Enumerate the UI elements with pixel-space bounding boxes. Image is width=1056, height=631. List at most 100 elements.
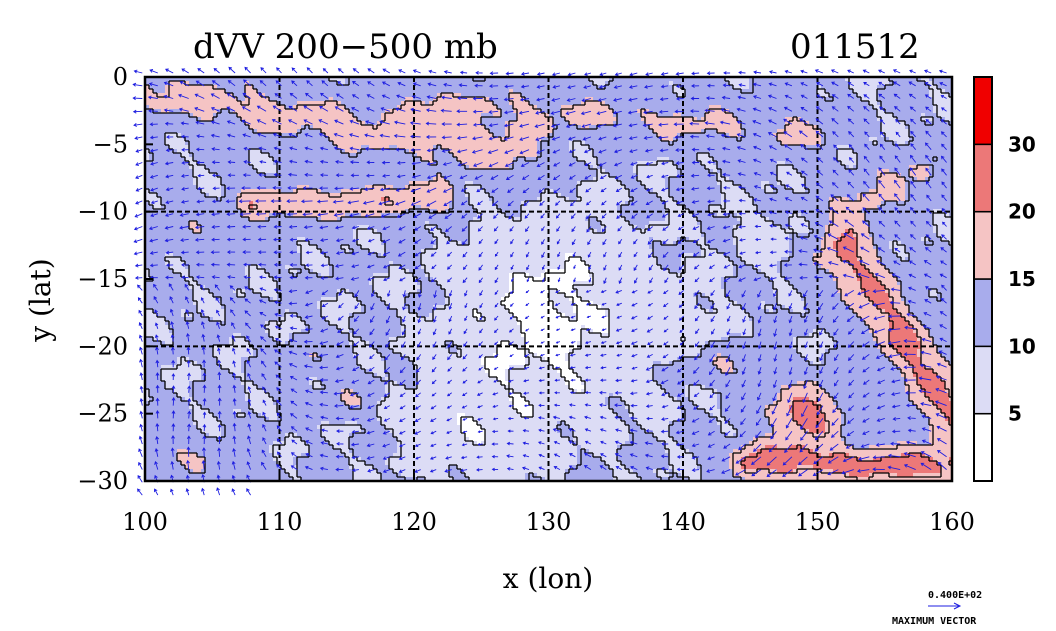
field-cell [857, 161, 862, 166]
field-cell [189, 117, 194, 122]
field-cell [873, 121, 878, 126]
field-cell [325, 157, 330, 162]
field-cell [489, 105, 494, 110]
field-cell [861, 161, 866, 166]
field-cell [161, 157, 166, 162]
field-cell [301, 129, 306, 134]
field-cell [309, 153, 314, 158]
field-cell [669, 121, 674, 126]
field-cell [525, 105, 530, 110]
field-cell [741, 137, 746, 142]
field-cell [749, 169, 754, 174]
field-cell [913, 129, 918, 134]
chart-title: dVV 200−500 mb [193, 27, 498, 67]
field-cell [889, 129, 894, 134]
field-cell [205, 97, 210, 102]
field-cell [701, 141, 706, 146]
field-cell [497, 145, 502, 150]
field-cell [565, 129, 570, 134]
field-cell [397, 141, 402, 146]
field-cell [645, 101, 650, 106]
field-cell [173, 113, 178, 118]
field-cell [781, 113, 786, 118]
field-cell [617, 105, 622, 110]
field-cell [641, 141, 646, 146]
field-cell [513, 85, 518, 90]
field-cell [853, 81, 858, 86]
field-cell [865, 89, 870, 94]
field-cell [173, 117, 178, 122]
field-cell [425, 165, 430, 170]
field-cell [593, 121, 598, 126]
field-cell [329, 117, 334, 122]
field-cell [749, 129, 754, 134]
field-cell [441, 153, 446, 158]
field-cell [485, 109, 490, 114]
field-cell [625, 157, 630, 162]
field-cell [453, 81, 458, 86]
field-cell [161, 169, 166, 174]
field-cell [349, 101, 354, 106]
field-cell [517, 105, 522, 110]
field-cell [525, 125, 530, 130]
field-cell [841, 169, 846, 174]
field-cell [469, 117, 474, 122]
field-cell [185, 129, 190, 134]
field-cell [777, 109, 782, 114]
field-cell [645, 141, 650, 146]
field-cell [357, 141, 362, 146]
field-cell [249, 141, 254, 146]
field-cell [265, 145, 270, 150]
field-cell [361, 93, 366, 98]
field-cell [361, 97, 366, 102]
field-cell [253, 125, 258, 130]
field-cell [365, 137, 370, 142]
field-cell [885, 129, 890, 134]
field-cell [361, 109, 366, 114]
field-cell [405, 161, 410, 166]
field-cell [877, 89, 882, 94]
field-cell [645, 157, 650, 162]
field-cell [613, 153, 618, 158]
field-cell [905, 137, 910, 142]
field-cell [485, 121, 490, 126]
field-cell [653, 145, 658, 150]
field-cell [265, 157, 270, 162]
field-cell [453, 169, 458, 174]
field-cell [617, 169, 622, 174]
field-cell [473, 169, 478, 174]
field-cell [761, 141, 766, 146]
field-cell [533, 81, 538, 86]
field-cell [265, 161, 270, 166]
field-cell [701, 173, 706, 178]
field-cell [665, 93, 670, 98]
field-cell [645, 129, 650, 134]
field-cell [373, 117, 378, 122]
field-cell [293, 141, 298, 146]
field-cell [721, 125, 726, 130]
field-cell [585, 113, 590, 118]
field-cell [285, 85, 290, 90]
field-cell [349, 85, 354, 90]
field-cell [329, 129, 334, 134]
field-cell [525, 165, 530, 170]
field-cell [945, 129, 950, 134]
field-cell [357, 137, 362, 142]
field-cell [577, 109, 582, 114]
field-cell [269, 101, 274, 106]
field-cell [901, 109, 906, 114]
field-cell [173, 121, 178, 126]
field-cell [253, 141, 258, 146]
field-cell [181, 85, 186, 90]
field-cell [561, 141, 566, 146]
field-cell [873, 157, 878, 162]
field-cell [469, 89, 474, 94]
field-cell [417, 105, 422, 110]
field-cell [533, 117, 538, 122]
field-cell [761, 153, 766, 158]
field-cell [661, 129, 666, 134]
field-cell [445, 157, 450, 162]
field-cell [201, 105, 206, 110]
field-cell [533, 93, 538, 98]
field-cell [513, 173, 518, 178]
